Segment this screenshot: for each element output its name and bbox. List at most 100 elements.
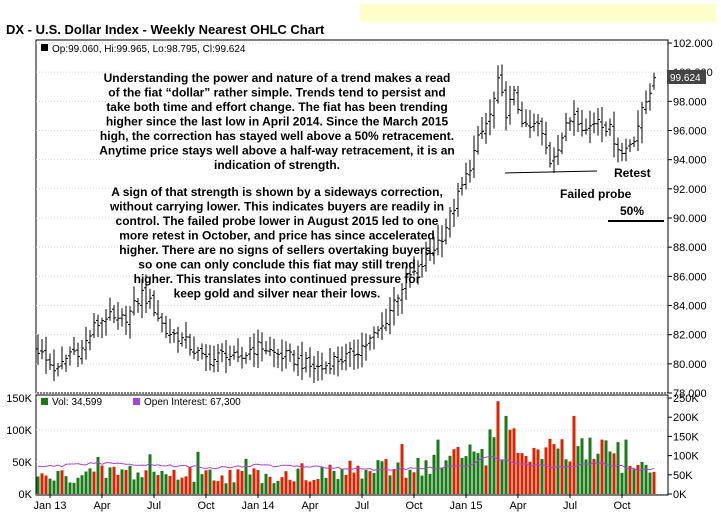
- volume-bar: [508, 429, 512, 494]
- ohlc-bar: [464, 162, 468, 190]
- ohlc-bar: [628, 139, 632, 153]
- volume-bar: [524, 456, 528, 494]
- ohlc-bar: [128, 306, 132, 339]
- ohlc-bar: [368, 334, 372, 351]
- volume-bar: [576, 446, 580, 494]
- ohlc-bar: [272, 338, 276, 368]
- volume-bar: [616, 442, 620, 494]
- volume-bar: [136, 472, 140, 494]
- ohlc-bar: [292, 350, 296, 372]
- volume-bar: [624, 439, 628, 494]
- oi-legend-swatch: [133, 398, 140, 405]
- volume-bar: [252, 468, 256, 494]
- volume-bar: [204, 470, 208, 494]
- volume-tick-label-left: 50K: [12, 457, 32, 469]
- ohlc-bar: [600, 106, 604, 143]
- annotation-line: take both time and effort change. The fi…: [106, 100, 447, 114]
- x-tick-label: Jan 14: [241, 500, 274, 512]
- ohlc-bar: [528, 109, 532, 138]
- volume-bar: [132, 479, 136, 494]
- ohlc-bar: [564, 112, 568, 142]
- volume-bar: [344, 474, 348, 494]
- volume-bar: [412, 472, 416, 494]
- ohlc-bar: [276, 348, 280, 369]
- volume-bar: [168, 475, 172, 494]
- volume-bar: [184, 476, 188, 494]
- ohlc-bar: [552, 147, 556, 173]
- volume-tick-label-left: 150K: [6, 393, 32, 405]
- ohlc-bar: [188, 333, 192, 356]
- ohlc-bar: [156, 299, 160, 322]
- ohlc-bar: [184, 322, 188, 349]
- volume-bar: [452, 449, 456, 494]
- volume-bar: [600, 439, 604, 494]
- ohlc-bar: [116, 302, 120, 330]
- volume-bar: [108, 467, 112, 494]
- ohlc-bar: [632, 136, 636, 148]
- volume-bar: [316, 479, 320, 494]
- volume-bar: [492, 437, 496, 494]
- ohlc-bar: [304, 351, 308, 373]
- volume-bar: [192, 481, 196, 494]
- price-tick-label: 90.000: [673, 213, 707, 225]
- ohlc-bar: [608, 118, 612, 137]
- ohlc-bar: [324, 361, 328, 374]
- volume-bar: [432, 454, 436, 494]
- ohlc-bar: [352, 339, 356, 370]
- volume-tick-label-right: 0K: [673, 489, 687, 501]
- ohlc-bar: [424, 241, 428, 272]
- volume-legend-swatch: [41, 398, 48, 405]
- ohlc-bar: [572, 100, 576, 136]
- open-interest-line: [37, 455, 655, 472]
- volume-bar: [272, 483, 276, 494]
- ohlc-bar: [568, 117, 572, 131]
- ohlc-bar: [400, 283, 404, 314]
- volume-bar: [420, 475, 424, 494]
- volume-bar: [588, 437, 592, 494]
- ohlc-bar: [496, 65, 500, 104]
- ohlc-bar: [40, 339, 44, 360]
- volume-bar: [488, 429, 492, 494]
- ohlc-bar: [512, 85, 516, 106]
- volume-bar: [176, 479, 180, 494]
- ohlc-bar: [456, 182, 460, 217]
- volume-bar: [404, 477, 408, 494]
- volume-bar: [516, 452, 520, 494]
- ohlc-bar: [60, 346, 64, 370]
- volume-bar: [96, 456, 100, 494]
- volume-bar: [72, 482, 76, 494]
- ohlc-bar: [284, 341, 288, 369]
- x-tick-label: Oct: [405, 500, 422, 512]
- volume-bars: [36, 401, 656, 494]
- volume-bar: [320, 466, 324, 494]
- ohlc-bar: [140, 278, 144, 319]
- volume-bar: [512, 428, 516, 494]
- volume-bar: [336, 479, 340, 494]
- ohlc-bar: [428, 238, 432, 261]
- volume-bar: [120, 469, 124, 494]
- ohlc-bar: [72, 336, 76, 356]
- volume-bar: [372, 473, 376, 494]
- volume-bar: [352, 472, 356, 494]
- ohlc-bar: [308, 347, 312, 378]
- volume-bar: [536, 449, 540, 494]
- ohlc-bar: [44, 336, 48, 374]
- ohlc-bar: [440, 225, 444, 258]
- x-tick-label: Apr: [301, 500, 318, 512]
- volume-bar: [608, 451, 612, 494]
- ohlc-bar: [152, 290, 156, 317]
- volume-bar: [400, 444, 404, 494]
- price-tick-label: 102.000: [673, 38, 713, 50]
- ohlc-bar: [48, 353, 52, 370]
- ohlc-bar: [460, 176, 464, 196]
- ohlc-bar: [484, 112, 488, 144]
- ohlc-bar: [68, 346, 72, 366]
- volume-bar: [164, 474, 168, 494]
- annotation-line: A sign of that strength is shown by a si…: [111, 185, 443, 199]
- ohlc-bar: [472, 135, 476, 178]
- volume-bar: [596, 453, 600, 494]
- volume-bar: [308, 481, 312, 494]
- volume-bar: [584, 459, 588, 494]
- annotation-line: more retest in October, and price has si…: [119, 229, 434, 243]
- x-tick-label: Jul: [355, 500, 369, 512]
